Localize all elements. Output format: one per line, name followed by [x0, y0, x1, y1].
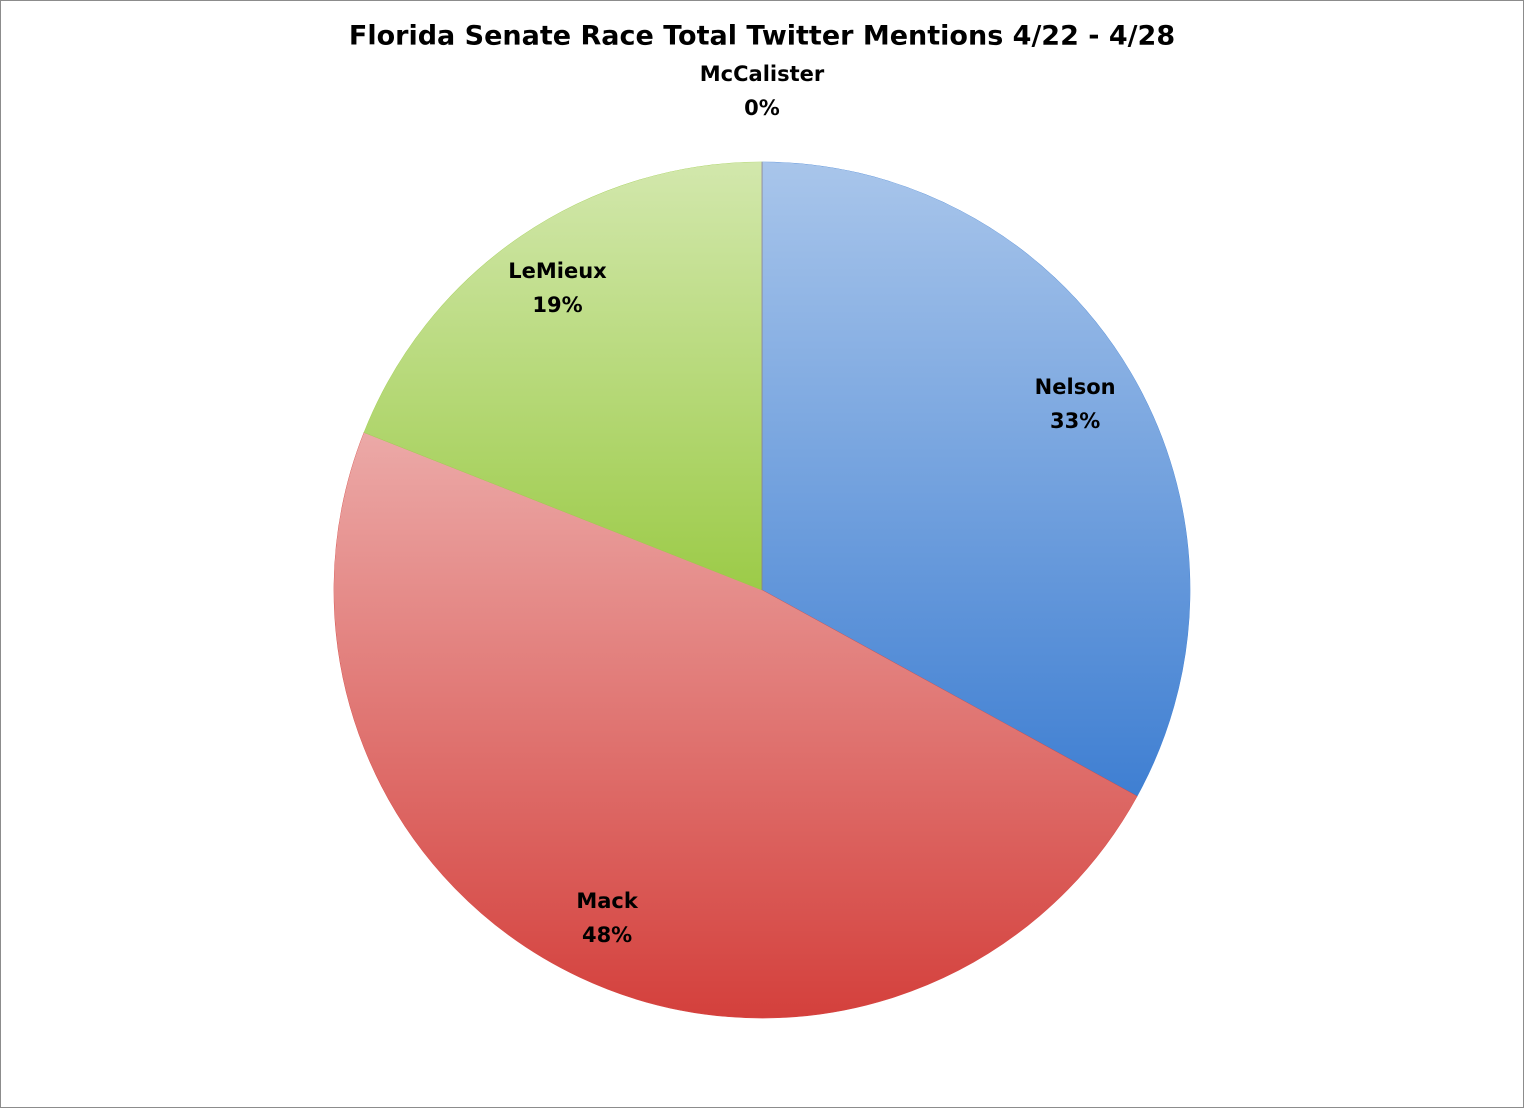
value-label: 48%: [582, 923, 632, 947]
slice-label: Nelson: [1035, 375, 1116, 399]
chart-title: Florida Senate Race Total Twitter Mentio…: [349, 21, 1175, 52]
slice-label: McCalister: [700, 62, 825, 86]
value-label: 33%: [1050, 409, 1100, 433]
slice-shade: [364, 162, 762, 590]
slice-shade: [334, 432, 1138, 1018]
slice-shade: [762, 162, 1190, 797]
pie: [333, 161, 1191, 1019]
slice-label: Mack: [576, 889, 639, 913]
value-label: 0%: [744, 96, 780, 120]
slice-label: LeMieux: [508, 259, 607, 283]
value-label: 19%: [532, 293, 582, 317]
